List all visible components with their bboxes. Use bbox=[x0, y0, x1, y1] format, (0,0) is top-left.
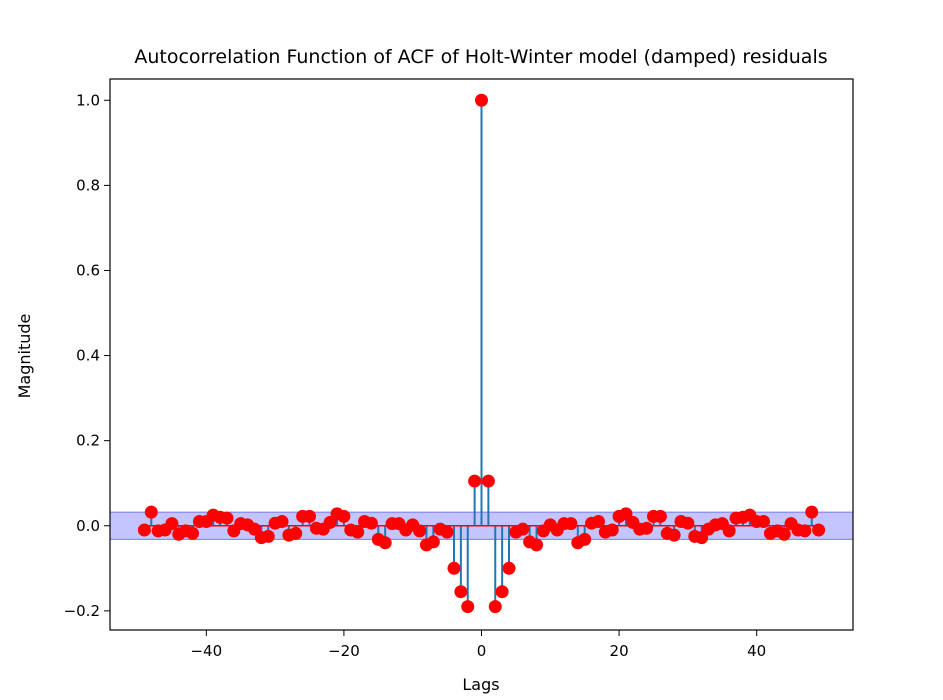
data-point bbox=[426, 535, 440, 549]
y-tick-label: 1.0 bbox=[76, 91, 100, 109]
data-point bbox=[502, 561, 516, 575]
data-point bbox=[289, 526, 303, 540]
data-point bbox=[798, 524, 812, 538]
x-tick-label: 40 bbox=[747, 642, 766, 660]
y-tick-label: 0.8 bbox=[76, 176, 100, 194]
x-tick-label: 0 bbox=[477, 642, 487, 660]
data-point bbox=[261, 529, 275, 543]
y-axis: −0.2 0.0 0.2 0.4 0.6 0.8 1.0 bbox=[64, 91, 110, 620]
data-point bbox=[488, 600, 502, 614]
data-point bbox=[667, 528, 681, 542]
data-point bbox=[144, 505, 158, 519]
y-tick-label: −0.2 bbox=[64, 602, 100, 620]
data-point bbox=[413, 524, 427, 538]
chart-title: Autocorrelation Function of ACF of Holt-… bbox=[134, 46, 827, 68]
y-tick-label: 0.2 bbox=[76, 432, 100, 450]
data-point bbox=[516, 522, 530, 536]
data-point bbox=[468, 474, 482, 488]
data-point bbox=[722, 524, 736, 538]
data-point bbox=[681, 516, 695, 530]
data-point bbox=[447, 561, 461, 575]
data-point bbox=[530, 538, 544, 552]
y-tick-label: 0.4 bbox=[76, 347, 100, 365]
data-point bbox=[364, 516, 378, 530]
plot-area bbox=[109, 78, 854, 631]
y-tick-label: 0.0 bbox=[76, 517, 100, 535]
data-point bbox=[812, 523, 826, 537]
data-point bbox=[137, 523, 151, 537]
x-tick-label: 20 bbox=[610, 642, 629, 660]
data-point bbox=[777, 527, 791, 541]
data-point bbox=[605, 523, 619, 537]
data-point bbox=[351, 525, 365, 539]
x-tick-label: −20 bbox=[328, 642, 360, 660]
data-point bbox=[640, 521, 654, 535]
data-point bbox=[578, 532, 592, 546]
data-point bbox=[186, 526, 200, 540]
data-point bbox=[378, 536, 392, 550]
data-point bbox=[454, 585, 468, 599]
data-point bbox=[475, 93, 488, 107]
data-point bbox=[495, 585, 509, 599]
data-point bbox=[461, 600, 475, 614]
data-point bbox=[220, 511, 234, 525]
x-axis-label: Lags bbox=[462, 675, 499, 694]
data-point bbox=[757, 515, 771, 529]
data-point bbox=[275, 515, 289, 529]
y-axis-label: Magnitude bbox=[15, 314, 34, 399]
data-point bbox=[805, 505, 819, 519]
x-axis: −40 −20 0 20 40 bbox=[190, 630, 766, 660]
data-point bbox=[564, 517, 578, 531]
data-point bbox=[440, 525, 454, 539]
data-point bbox=[303, 509, 317, 523]
data-point bbox=[653, 509, 667, 523]
data-point bbox=[337, 509, 351, 523]
data-point bbox=[165, 517, 179, 531]
x-tick-label: −40 bbox=[190, 642, 222, 660]
data-point bbox=[591, 515, 605, 529]
y-tick-label: 0.6 bbox=[76, 261, 100, 279]
data-point bbox=[481, 474, 495, 488]
